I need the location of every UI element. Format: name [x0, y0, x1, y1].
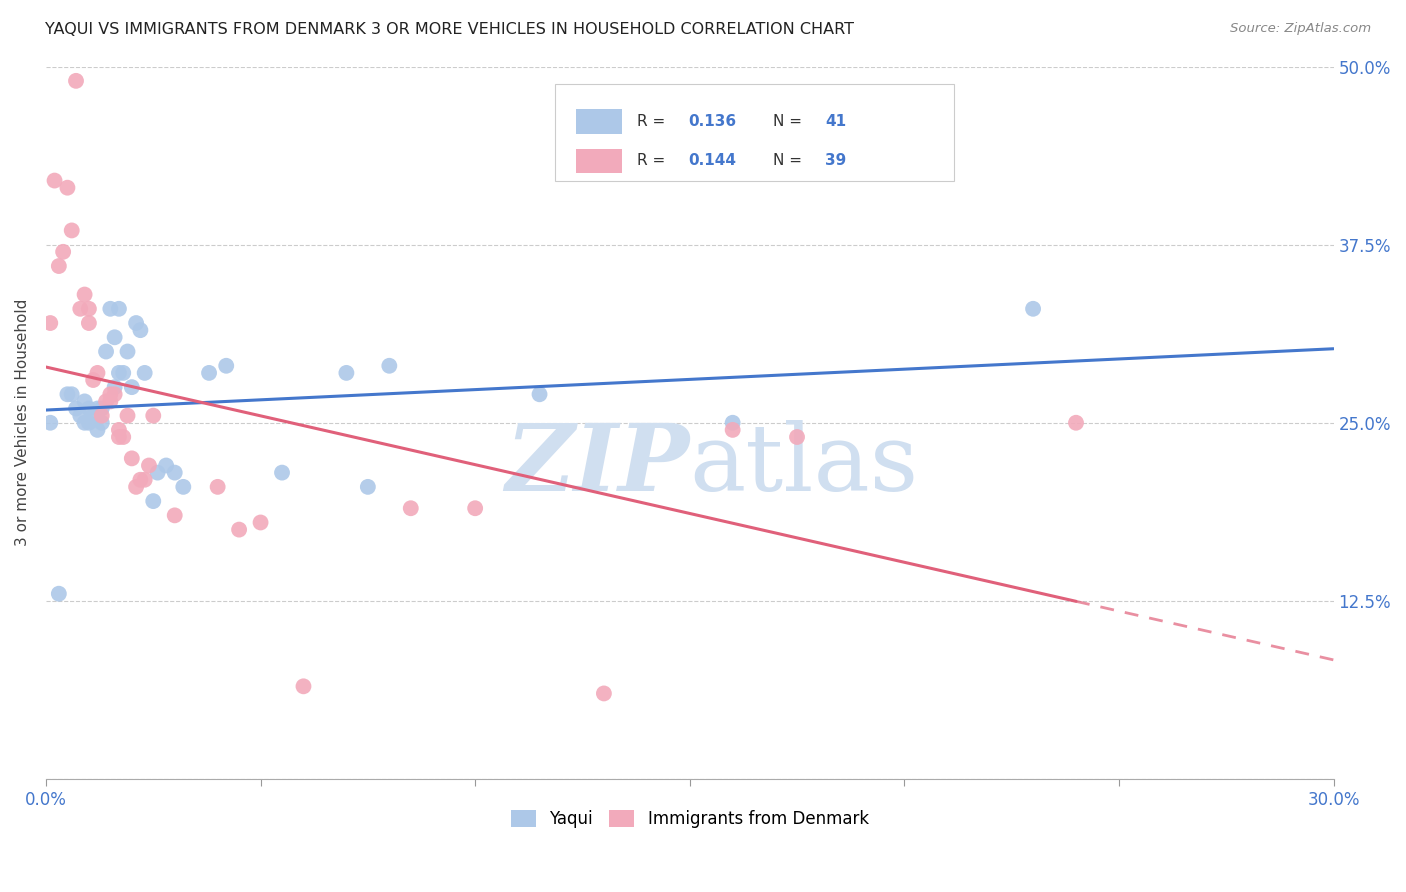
- Point: [56, 387, 79, 401]
- FancyBboxPatch shape: [576, 110, 621, 135]
- Point: [77, 301, 100, 316]
- Text: N =: N =: [773, 153, 807, 169]
- Point: [77, 316, 100, 330]
- Point: [48, 259, 70, 273]
- Point: [108, 423, 131, 437]
- Text: atlas: atlas: [690, 420, 920, 510]
- Text: N =: N =: [773, 114, 807, 129]
- Point: [77, 401, 100, 416]
- Point: [65, 401, 87, 416]
- Point: [163, 508, 186, 523]
- Point: [172, 480, 194, 494]
- Point: [104, 330, 127, 344]
- Point: [52, 244, 75, 259]
- Point: [125, 480, 148, 494]
- Point: [39, 316, 62, 330]
- Point: [155, 458, 177, 473]
- Point: [721, 423, 744, 437]
- Text: 39: 39: [825, 153, 846, 169]
- Point: [73, 394, 96, 409]
- Point: [60, 223, 83, 237]
- FancyBboxPatch shape: [576, 148, 621, 173]
- Point: [129, 473, 152, 487]
- Point: [399, 501, 422, 516]
- Y-axis label: 3 or more Vehicles in Household: 3 or more Vehicles in Household: [15, 299, 30, 547]
- Point: [65, 74, 87, 88]
- Point: [121, 451, 143, 466]
- Point: [142, 409, 165, 423]
- Point: [82, 409, 104, 423]
- Text: YAQUI VS IMMIGRANTS FROM DENMARK 3 OR MORE VEHICLES IN HOUSEHOLD CORRELATION CHA: YAQUI VS IMMIGRANTS FROM DENMARK 3 OR MO…: [45, 22, 853, 37]
- Point: [464, 501, 486, 516]
- Point: [90, 401, 112, 416]
- Point: [48, 587, 70, 601]
- Point: [117, 344, 139, 359]
- Point: [335, 366, 357, 380]
- Point: [1022, 301, 1045, 316]
- Point: [138, 458, 160, 473]
- Point: [69, 409, 91, 423]
- Point: [721, 416, 744, 430]
- Point: [98, 387, 121, 401]
- Point: [228, 523, 250, 537]
- Point: [271, 466, 294, 480]
- Point: [98, 301, 121, 316]
- Text: R =: R =: [637, 153, 671, 169]
- Point: [146, 466, 169, 480]
- Point: [73, 287, 96, 301]
- Point: [529, 387, 551, 401]
- Point: [292, 679, 315, 693]
- Point: [60, 387, 83, 401]
- Point: [108, 301, 131, 316]
- Point: [104, 380, 127, 394]
- Point: [207, 480, 229, 494]
- Point: [215, 359, 238, 373]
- Point: [786, 430, 808, 444]
- Point: [1064, 416, 1087, 430]
- Point: [357, 480, 380, 494]
- Point: [90, 409, 112, 423]
- Point: [121, 380, 143, 394]
- Text: Source: ZipAtlas.com: Source: ZipAtlas.com: [1230, 22, 1371, 36]
- Point: [108, 366, 131, 380]
- Point: [94, 344, 117, 359]
- Point: [134, 473, 156, 487]
- Point: [94, 394, 117, 409]
- Point: [378, 359, 401, 373]
- Point: [86, 423, 108, 437]
- Legend: Yaqui, Immigrants from Denmark: Yaqui, Immigrants from Denmark: [503, 803, 876, 835]
- Text: 41: 41: [825, 114, 846, 129]
- Point: [142, 494, 165, 508]
- Text: 0.144: 0.144: [689, 153, 737, 169]
- Text: 0.136: 0.136: [689, 114, 737, 129]
- Point: [69, 301, 91, 316]
- Point: [198, 366, 221, 380]
- Point: [129, 323, 152, 337]
- Point: [86, 366, 108, 380]
- Point: [44, 173, 66, 187]
- Point: [593, 686, 616, 700]
- Point: [134, 366, 156, 380]
- Point: [90, 416, 112, 430]
- FancyBboxPatch shape: [554, 85, 953, 180]
- Point: [104, 387, 127, 401]
- Point: [86, 401, 108, 416]
- Point: [108, 430, 131, 444]
- Text: ZIP: ZIP: [506, 420, 690, 510]
- Point: [163, 466, 186, 480]
- Point: [77, 416, 100, 430]
- Point: [249, 516, 271, 530]
- Point: [125, 316, 148, 330]
- Point: [56, 180, 79, 194]
- Text: R =: R =: [637, 114, 671, 129]
- Point: [112, 430, 135, 444]
- Point: [39, 416, 62, 430]
- Point: [98, 394, 121, 409]
- Point: [112, 366, 135, 380]
- Point: [82, 373, 104, 387]
- Point: [73, 416, 96, 430]
- Point: [117, 409, 139, 423]
